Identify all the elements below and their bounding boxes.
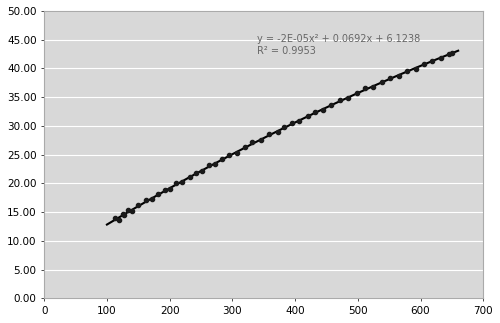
Point xyxy=(111,215,119,221)
Point xyxy=(280,124,288,129)
Point xyxy=(154,192,162,197)
Point xyxy=(241,144,249,150)
Point xyxy=(304,113,312,119)
Point xyxy=(118,212,126,217)
Point xyxy=(352,90,360,96)
Point xyxy=(436,56,444,61)
Point xyxy=(296,119,304,124)
Point xyxy=(186,174,194,179)
Point xyxy=(128,209,136,214)
Point xyxy=(248,140,256,145)
Point xyxy=(234,150,241,155)
Point xyxy=(386,76,394,81)
Point xyxy=(328,102,336,107)
Point xyxy=(394,73,402,78)
Point xyxy=(448,51,456,56)
Point xyxy=(311,109,319,114)
Point xyxy=(134,203,142,208)
Point xyxy=(178,180,186,185)
Point xyxy=(148,197,156,202)
Point xyxy=(256,138,264,143)
Point xyxy=(116,217,124,223)
Point xyxy=(362,86,370,91)
Point xyxy=(120,213,128,218)
Point xyxy=(225,152,233,157)
Point xyxy=(142,197,150,202)
Point xyxy=(344,95,352,100)
Point xyxy=(444,51,452,57)
Point xyxy=(205,162,213,167)
Text: y = -2E-05x² + 0.0692x + 6.1238
R² = 0.9953: y = -2E-05x² + 0.0692x + 6.1238 R² = 0.9… xyxy=(258,34,420,56)
Point xyxy=(198,168,206,173)
Point xyxy=(288,121,296,126)
Point xyxy=(192,170,200,175)
Point xyxy=(160,187,168,193)
Point xyxy=(274,129,281,134)
Point xyxy=(124,207,132,213)
Point xyxy=(211,162,219,167)
Point xyxy=(420,61,428,67)
Point xyxy=(370,84,378,89)
Point xyxy=(172,181,180,186)
Point xyxy=(412,66,420,71)
Point xyxy=(264,132,272,137)
Point xyxy=(428,58,436,63)
Point xyxy=(166,186,173,192)
Point xyxy=(218,157,226,162)
Point xyxy=(378,79,386,84)
Point xyxy=(320,107,328,112)
Point xyxy=(336,97,344,102)
Point xyxy=(402,68,410,73)
